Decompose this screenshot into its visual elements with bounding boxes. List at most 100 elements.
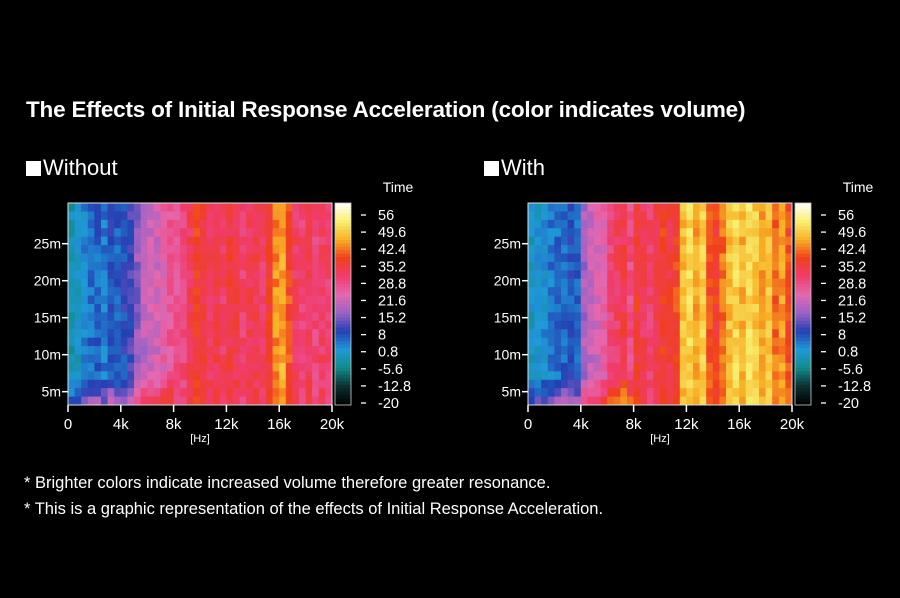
- heatmap-cell: [613, 228, 621, 238]
- heatmap-cell: [272, 388, 280, 397]
- heatmap-cell: [706, 337, 714, 347]
- heatmap-cell: [186, 270, 194, 280]
- heatmap-cell: [600, 245, 608, 254]
- heatmap-cell: [226, 203, 234, 212]
- colorbar-tick-label: 42.4: [838, 242, 866, 258]
- heatmap-cell: [561, 219, 568, 229]
- heatmap-cell: [147, 304, 155, 313]
- heatmap-cell: [706, 371, 714, 381]
- heatmap-cell: [299, 329, 306, 339]
- heatmap-cell: [318, 320, 326, 330]
- heatmap-cell: [186, 219, 194, 229]
- heatmap-cell: [541, 236, 549, 246]
- heatmap-cell: [193, 304, 201, 313]
- heatmap-cell: [325, 228, 333, 238]
- heatmap-cell: [153, 312, 161, 322]
- heatmap-cell: [318, 396, 326, 406]
- heatmap-cell: [640, 219, 648, 229]
- colorbar-segment: [795, 304, 811, 308]
- heatmap-cell: [600, 295, 608, 305]
- heatmap-cell: [173, 388, 181, 397]
- heatmap-cell: [160, 287, 168, 296]
- heatmap-cell: [193, 362, 201, 372]
- colorbar-segment: [335, 243, 351, 248]
- heatmap-cell: [580, 304, 588, 313]
- heatmap-cell: [213, 228, 221, 238]
- heatmap-cell: [219, 312, 227, 322]
- colorbar-segment: [795, 344, 811, 349]
- heatmap-cell: [693, 203, 700, 212]
- heatmap-cell: [219, 228, 227, 238]
- heatmap-cell: [266, 320, 273, 330]
- heatmap-cell: [246, 203, 254, 212]
- heatmap-cell: [726, 346, 733, 355]
- heatmap-cell: [660, 320, 667, 330]
- heatmap-cell: [706, 312, 714, 322]
- heatmap-cell: [574, 312, 582, 322]
- heatmap-cell: [646, 295, 654, 305]
- colorbar-segment: [795, 307, 811, 312]
- heatmap-cell: [765, 329, 773, 339]
- heatmap-cell: [252, 329, 260, 339]
- heatmap-cell: [587, 396, 595, 406]
- heatmap-cell: [686, 320, 694, 330]
- heatmap-cell: [68, 388, 75, 397]
- heatmap-cell: [219, 320, 227, 330]
- heatmap-cell: [325, 346, 333, 355]
- heatmap-cell: [686, 270, 694, 280]
- heatmap-cell: [772, 253, 780, 263]
- heatmap-cell: [87, 329, 95, 339]
- heatmap-cell: [620, 388, 628, 397]
- colorbar-segment: [795, 401, 811, 406]
- heatmap-cell: [653, 362, 661, 372]
- heatmap-cell: [305, 346, 313, 355]
- heatmap-cell: [285, 253, 293, 263]
- colorbar-segment: [795, 280, 811, 285]
- heatmap-cell: [653, 253, 661, 263]
- heatmap-cell: [587, 278, 595, 288]
- heatmap-cell: [574, 219, 582, 229]
- heatmap-cell: [101, 329, 108, 339]
- heatmap-cell: [292, 253, 300, 263]
- heatmap-cell: [600, 261, 608, 271]
- heatmap-cell: [699, 379, 707, 389]
- heatmap-cell: [81, 278, 89, 288]
- colorbar-frame: [794, 202, 812, 406]
- heatmap-cell: [785, 354, 793, 364]
- heatmap-cell: [594, 253, 601, 263]
- heatmap-cell: [699, 211, 707, 221]
- heatmap-cell: [633, 211, 641, 221]
- heatmap-cell: [653, 354, 661, 364]
- heatmap-cell: [266, 362, 273, 372]
- heatmap-cell: [193, 245, 201, 254]
- heatmap-cell: [259, 219, 267, 229]
- heatmap-cell: [107, 245, 115, 254]
- heatmap-cell: [785, 312, 793, 322]
- heatmap-cell: [719, 312, 727, 322]
- heatmap-cell: [613, 304, 621, 313]
- colorbar-segment: [795, 283, 811, 288]
- colorbar-tick-label: -5.6: [378, 362, 403, 378]
- heatmap-cell: [567, 304, 575, 313]
- colorbar-segment: [335, 398, 351, 403]
- heatmap-cell: [120, 287, 128, 296]
- heatmap-cell: [292, 203, 300, 212]
- heatmap-cell: [213, 371, 221, 381]
- heatmap-cell: [114, 379, 122, 389]
- heatmap-cell: [107, 278, 115, 288]
- heatmap-cell: [68, 228, 75, 238]
- heatmap-cell: [772, 278, 780, 288]
- heatmap-cell: [167, 354, 174, 364]
- heatmap-cell: [114, 295, 122, 305]
- heatmap-cell: [140, 320, 148, 330]
- heatmap-cell: [765, 253, 773, 263]
- heatmap-cell: [699, 236, 707, 246]
- heatmap-cell: [305, 337, 313, 347]
- heatmap-cell: [561, 295, 568, 305]
- heatmap-cell: [68, 354, 75, 364]
- heatmap-cell: [580, 379, 588, 389]
- heatmap-cell: [752, 346, 760, 355]
- heatmap-cell: [620, 203, 628, 212]
- colorbar-segment: [335, 209, 351, 214]
- colorbar-tick-label: 56: [838, 208, 854, 224]
